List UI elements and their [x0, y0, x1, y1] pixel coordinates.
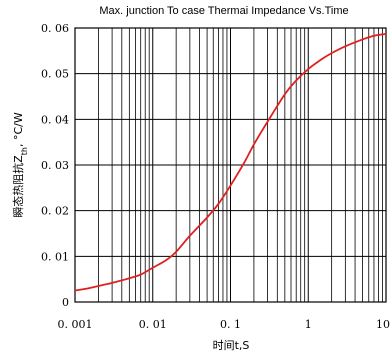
y-tick-label: 0. 01	[41, 250, 69, 263]
tick-labels: 0 0. 01 0. 02 0. 03 0. 04 0. 05 0. 06 0. 001 0. …	[41, 22, 390, 331]
y-tick-label: 0. 04	[41, 113, 69, 126]
plot-frame	[74, 27, 387, 303]
y-tick-label: 0. 03	[41, 159, 69, 172]
y-axis-label-unit: , °C/W	[12, 112, 25, 147]
y-tick-label: 0	[62, 296, 69, 309]
series-line	[74, 33, 387, 292]
x-tick-label: 1	[305, 318, 312, 331]
chart-title: Max. junction To case Thermai Impedance …	[99, 5, 348, 17]
y-axis-label: 瞬态热阻抗Zth, °C/W	[11, 112, 29, 218]
x-tick-label: 10	[376, 318, 390, 331]
y-tick-label: 0. 05	[41, 68, 69, 81]
grid-lines	[75, 28, 386, 302]
y-tick-label: 0. 06	[41, 22, 69, 35]
x-axis-label: 时间t,S	[213, 339, 250, 352]
y-axis-label-main: 瞬态热阻抗Z	[11, 155, 25, 218]
y-tick-label: 0. 02	[41, 205, 69, 218]
x-tick-label: 0. 01	[139, 318, 167, 331]
x-tick-label: 0. 1	[220, 318, 241, 331]
y-axis-label-subscript: th	[20, 147, 29, 155]
x-tick-label: 0. 001	[58, 318, 93, 331]
series-layer	[74, 33, 387, 292]
